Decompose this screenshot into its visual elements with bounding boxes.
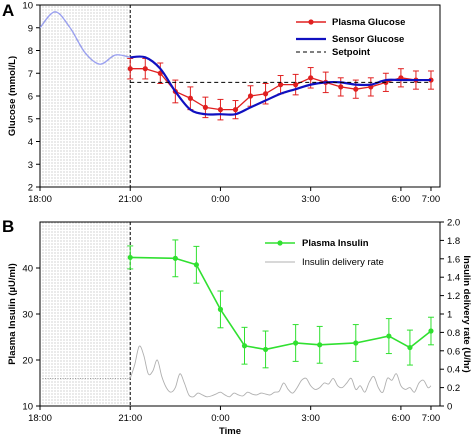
x-tick-label: 3:00 bbox=[301, 194, 320, 205]
legend-label-setpoint: Setpoint bbox=[332, 47, 371, 58]
data-point-plasma-insulin bbox=[386, 333, 392, 339]
panel-b-y-ticks: 10 20 30 40 bbox=[22, 264, 40, 413]
legend-item-insulin-delivery-rate: Insulin delivery rate bbox=[265, 257, 384, 268]
panel-b-series bbox=[40, 239, 434, 398]
x-tick-label: 6:00 bbox=[392, 194, 411, 205]
data-point-plasma-glucose bbox=[338, 84, 344, 90]
x-tick-label: 7:00 bbox=[422, 413, 441, 424]
y2-tick-label: 0 bbox=[447, 402, 452, 413]
legend-label-insulin-delivery-rate: Insulin delivery rate bbox=[302, 257, 384, 268]
panel-a-chart: 2 3 4 5 6 7 8 9 10 18:00 21:00 0:00 3:00 6:00 7:00 Gl… bbox=[7, 1, 441, 205]
y2-tick-label: 0.2 bbox=[447, 383, 460, 394]
legend-label-plasma-glucose: Plasma Glucose bbox=[332, 17, 405, 28]
y2-tick-label: 1.2 bbox=[447, 291, 460, 302]
panel-b-legend: Plasma Insulin Insulin delivery rate bbox=[265, 238, 384, 268]
y-tick-label: 7 bbox=[28, 69, 33, 80]
data-point-plasma-glucose bbox=[262, 91, 269, 97]
panel-b-letter: B bbox=[2, 217, 14, 236]
y2-tick-label: 1 bbox=[447, 310, 452, 321]
legend-label-plasma-insulin: Plasma Insulin bbox=[302, 238, 369, 249]
data-point-plasma-insulin bbox=[317, 342, 323, 348]
panel-b-shaded-region bbox=[40, 222, 131, 406]
panel-a-shaded-region bbox=[40, 5, 131, 187]
data-point-plasma-glucose bbox=[187, 95, 193, 101]
y2-tick-label: 0.6 bbox=[447, 346, 460, 357]
panel-a-y-axis-label: Glucose (mmol/L) bbox=[7, 56, 18, 136]
data-point-plasma-insulin bbox=[428, 328, 434, 334]
x-tick-label: 3:00 bbox=[301, 413, 320, 424]
legend-item-plasma-insulin: Plasma Insulin bbox=[265, 238, 369, 249]
y-tick-label: 4 bbox=[28, 137, 33, 148]
panel-a-x-ticks: 18:00 21:00 0:00 3:00 6:00 7:00 bbox=[28, 187, 440, 205]
data-point-plasma-insulin bbox=[353, 340, 359, 346]
x-tick-label: 18:00 bbox=[28, 413, 52, 424]
y-tick-label: 6 bbox=[28, 92, 33, 103]
y2-tick-label: 1.6 bbox=[447, 254, 460, 265]
data-point-plasma-glucose bbox=[308, 75, 314, 81]
panel-a-y-ticks: 2 3 4 5 6 7 8 9 10 bbox=[22, 1, 40, 194]
series-line-insulin-delivery-rate bbox=[129, 345, 432, 398]
y2-tick-label: 2.0 bbox=[447, 218, 460, 229]
panel-b-y2-ticks: 0 0.2 0.4 0.6 0.8 1 1.2 1.4 1.6 1.8 2.0 bbox=[440, 218, 460, 413]
panel-b-y2-axis-label: Insulin delivery rate (U/hr) bbox=[461, 255, 472, 372]
data-point-plasma-glucose bbox=[142, 66, 148, 72]
y2-tick-label: 0.4 bbox=[447, 365, 460, 376]
y-tick-label: 2 bbox=[28, 183, 33, 194]
data-point-plasma-glucose bbox=[293, 82, 299, 88]
data-point-plasma-insulin bbox=[293, 340, 299, 346]
data-point-plasma-glucose bbox=[217, 107, 224, 113]
data-point-plasma-glucose bbox=[353, 86, 359, 92]
y2-tick-label: 1.8 bbox=[447, 236, 460, 247]
series-line-pre-study-sensor-glucose bbox=[39, 11, 131, 65]
y-tick-label: 40 bbox=[22, 264, 33, 275]
data-point-plasma-glucose bbox=[232, 107, 239, 113]
data-point-plasma-insulin bbox=[127, 254, 133, 261]
x-tick-label: 21:00 bbox=[118, 413, 142, 424]
data-point-plasma-glucose bbox=[278, 82, 284, 88]
x-tick-label: 6:00 bbox=[392, 413, 411, 424]
data-point-plasma-insulin bbox=[217, 306, 224, 312]
x-tick-label: 18:00 bbox=[28, 194, 52, 205]
data-point-plasma-glucose bbox=[202, 104, 209, 110]
panel-b-x-ticks: 18:00 21:00 0:00 3:00 6:00 7:00 bbox=[28, 406, 440, 424]
data-point-plasma-glucose bbox=[127, 66, 133, 72]
data-point-plasma-insulin bbox=[262, 346, 269, 353]
panel-a-series bbox=[39, 11, 434, 121]
data-point-plasma-glucose bbox=[247, 93, 254, 99]
x-tick-label: 21:00 bbox=[118, 194, 142, 205]
panel-b-x-axis-label: Time bbox=[219, 426, 241, 437]
data-point-plasma-insulin bbox=[241, 343, 248, 349]
data-point-plasma-insulin bbox=[407, 344, 413, 351]
y-tick-label: 3 bbox=[28, 160, 33, 171]
series-line-sensor-glucose bbox=[130, 55, 431, 116]
y-tick-label: 9 bbox=[28, 23, 33, 34]
x-tick-label: 0:00 bbox=[211, 194, 230, 205]
y-tick-label: 30 bbox=[22, 310, 33, 321]
y2-tick-label: 1.4 bbox=[447, 273, 460, 284]
x-tick-label: 0:00 bbox=[211, 413, 230, 424]
legend-label-sensor-glucose: Sensor Glucose bbox=[332, 34, 404, 45]
panel-a-letter: A bbox=[2, 1, 14, 20]
data-point-plasma-insulin bbox=[193, 262, 199, 268]
panel-a-legend: Plasma Glucose Sensor Glucose Setpoint bbox=[296, 17, 405, 58]
x-tick-label: 7:00 bbox=[422, 194, 441, 205]
y-tick-label: 10 bbox=[22, 1, 33, 12]
y-tick-label: 5 bbox=[28, 114, 33, 125]
legend-item-plasma-glucose: Plasma Glucose bbox=[296, 17, 405, 28]
data-point-plasma-insulin bbox=[172, 255, 178, 261]
y-tick-label: 20 bbox=[22, 356, 33, 367]
y-tick-label: 8 bbox=[28, 46, 33, 57]
legend-item-sensor-glucose: Sensor Glucose bbox=[296, 34, 404, 45]
legend-item-setpoint: Setpoint bbox=[296, 47, 371, 58]
panel-b-y-axis-label: Plasma Insulin (µU/ml) bbox=[7, 263, 18, 365]
y-tick-label: 10 bbox=[22, 402, 33, 413]
y2-tick-label: 0.8 bbox=[447, 328, 460, 339]
series-line-plasma-insulin bbox=[130, 256, 432, 351]
